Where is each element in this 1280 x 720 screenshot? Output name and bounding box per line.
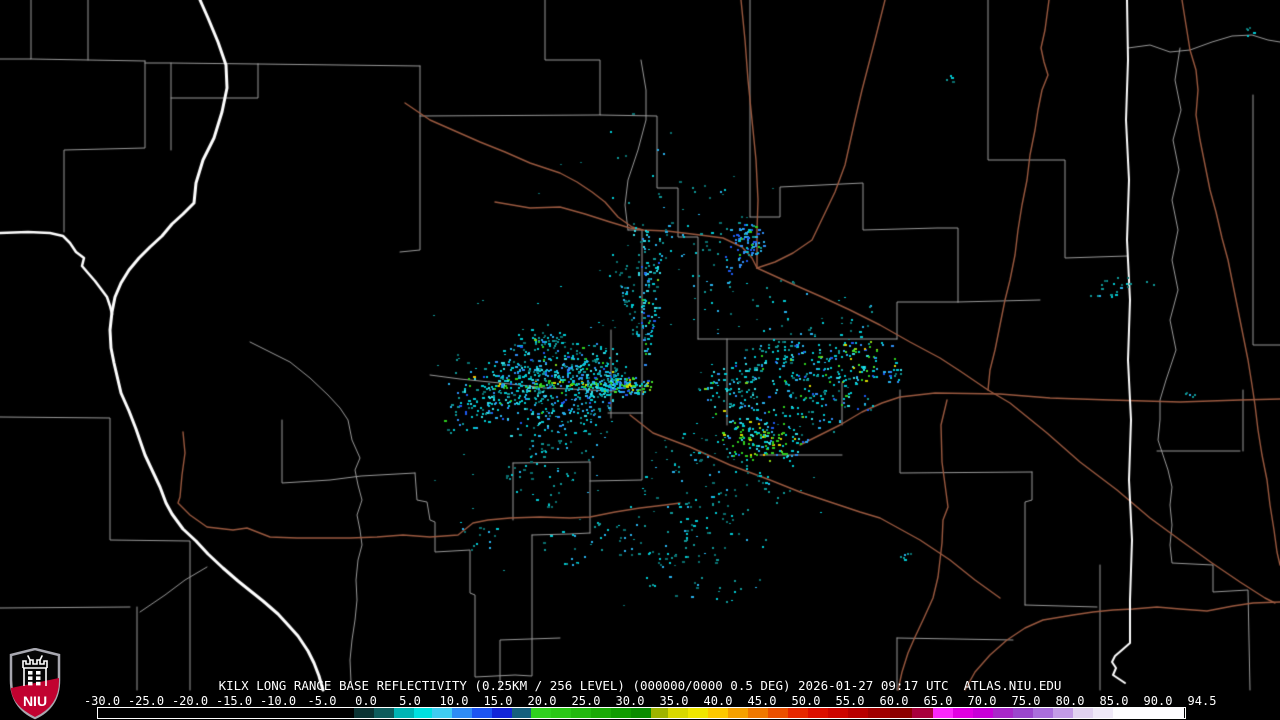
colorbar-segment: [1093, 708, 1113, 718]
colorbar: [97, 707, 1186, 719]
colorbar-segment: [512, 708, 531, 718]
colorbar-tick-label: 80.0: [1055, 694, 1085, 708]
colorbar-segment: [354, 708, 374, 718]
colorbar-segment: [768, 708, 788, 718]
niu-logo-text: NIU: [23, 693, 47, 709]
colorbar-segment: [394, 708, 414, 718]
colorbar-segment: [688, 708, 708, 718]
colorbar-tick-label: 0.0: [355, 694, 377, 708]
colorbar-tick-label: 10.0: [439, 694, 469, 708]
colorbar-segment: [728, 708, 748, 718]
colorbar-tick-label: 20.0: [527, 694, 557, 708]
colorbar-tick-label: 50.0: [791, 694, 821, 708]
colorbar-segment: [890, 708, 912, 718]
colorbar-tick-label: 15.0: [483, 694, 513, 708]
colorbar-segment: [551, 708, 571, 718]
colorbar-tick-label: -25.0: [127, 694, 165, 708]
colorbar-segment: [848, 708, 868, 718]
colorbar-tick-label: 65.0: [923, 694, 953, 708]
colorbar-tick-label: 90.0: [1143, 694, 1173, 708]
colorbar-scale-labels: -30.0 -25.0 -20.0 -15.0 -10.0 -5.0 0.0 5.0 10.0 1…: [0, 694, 1280, 708]
niu-logo: NIU: [9, 648, 61, 720]
colorbar-tick-label: 45.0: [747, 694, 777, 708]
colorbar-tick-label: -5.0: [307, 694, 337, 708]
colorbar-segment: [472, 708, 492, 718]
colorbar-tick-label: 55.0: [835, 694, 865, 708]
niu-red-band: [11, 678, 59, 717]
colorbar-segment: [98, 708, 354, 718]
colorbar-segment: [868, 708, 890, 718]
colorbar-segment: [668, 708, 688, 718]
colorbar-segment: [788, 708, 808, 718]
colorbar-segment: [973, 708, 993, 718]
colorbar-segment: [452, 708, 472, 718]
product-caption: KILX LONG RANGE BASE REFLECTIVITY (0.25K…: [218, 678, 1062, 693]
colorbar-segment: [993, 708, 1013, 718]
colorbar-segment: [808, 708, 828, 718]
colorbar-tick-label: 35.0: [659, 694, 689, 708]
colorbar-tick-label: -10.0: [259, 694, 297, 708]
colorbar-segment: [1113, 708, 1184, 718]
colorbar-segment: [432, 708, 452, 718]
colorbar-tick-label: 40.0: [703, 694, 733, 708]
colorbar-segment: [828, 708, 848, 718]
colorbar-segment: [933, 708, 953, 718]
colorbar-tick-label: 85.0: [1099, 694, 1129, 708]
niu-castle-icon: [22, 655, 48, 686]
colorbar-segment: [531, 708, 551, 718]
colorbar-segment: [953, 708, 973, 718]
colorbar-tick-label: 25.0: [571, 694, 601, 708]
colorbar-segment: [912, 708, 933, 718]
colorbar-segment: [374, 708, 394, 718]
colorbar-tick-label: 94.5: [1187, 694, 1217, 708]
colorbar-segment: [1073, 708, 1093, 718]
colorbar-segment: [591, 708, 611, 718]
colorbar-segment: [708, 708, 728, 718]
colorbar-tick-label: -15.0: [215, 694, 253, 708]
colorbar-tick-label: 70.0: [967, 694, 997, 708]
colorbar-tick-label: 30.0: [615, 694, 645, 708]
colorbar-tick-label: 60.0: [879, 694, 909, 708]
colorbar-segment: [492, 708, 512, 718]
colorbar-segment: [1013, 708, 1033, 718]
colorbar-segment: [571, 708, 591, 718]
colorbar-segment: [748, 708, 768, 718]
colorbar-segment: [651, 708, 668, 718]
colorbar-tick-label: 5.0: [399, 694, 421, 708]
colorbar-tick-label: 75.0: [1011, 694, 1041, 708]
colorbar-segment: [631, 708, 651, 718]
colorbar-segment: [611, 708, 631, 718]
colorbar-tick-label: -30.0: [83, 694, 121, 708]
colorbar-segment: [414, 708, 432, 718]
colorbar-tick-label: -20.0: [171, 694, 209, 708]
colorbar-segment: [1053, 708, 1073, 718]
colorbar-segment: [1033, 708, 1053, 718]
